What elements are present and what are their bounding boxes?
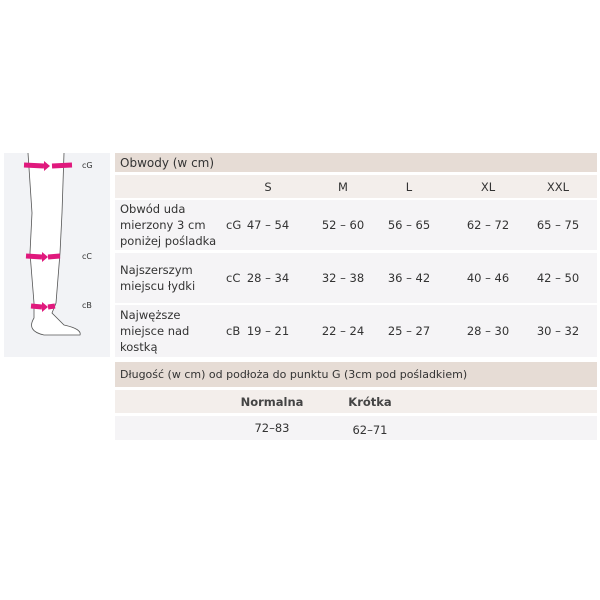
circumference-header: Obwody (w cm) [115, 153, 597, 172]
table-row: Obwód uda mierzony 3 cm poniżej pośladka… [115, 200, 597, 250]
size-m: M [338, 180, 348, 194]
length-value-row: 72–83 62–71 [115, 416, 597, 440]
leg-illustration [23, 152, 81, 336]
value-cell: 19 – 21 [246, 324, 290, 338]
size-xxl: XXL [546, 180, 570, 194]
value-cell: 28 – 30 [466, 324, 510, 338]
value-cell: 62–71 [352, 423, 388, 437]
label-cg: cG [82, 161, 93, 170]
label-cb: cB [82, 301, 92, 310]
value-cell: 22 – 24 [321, 324, 365, 338]
row-code: cG [226, 218, 242, 232]
row-code: cB [226, 324, 241, 338]
value-cell: 36 – 42 [387, 271, 431, 285]
length-column-row: Normalna Krótka [115, 390, 597, 413]
leg-measurement-figure: cG cC cB [4, 152, 110, 357]
value-cell: 56 – 65 [387, 218, 431, 232]
row-label: Najszerszym miejscu łydki [120, 263, 196, 293]
value-cell: 32 – 38 [321, 271, 365, 285]
value-cell: 28 – 34 [246, 271, 290, 285]
value-cell: 30 – 32 [536, 324, 580, 338]
length-header: Długość (w cm) od podłoża do punktu G (3… [115, 362, 597, 387]
value-cell: 65 – 75 [536, 218, 580, 232]
arrow-cg [23, 162, 45, 169]
length-title: Długość (w cm) od podłoża do punktu G (3… [120, 368, 468, 381]
value-cell: 62 – 72 [466, 218, 510, 232]
value-cell: 52 – 60 [321, 218, 365, 232]
table-row: Najszerszym miejscu łydki cC 28 – 34 32 … [115, 253, 597, 303]
value-cell: 25 – 27 [387, 324, 431, 338]
row-label: Obwód uda mierzony 3 cm poniżej pośladka [120, 202, 217, 248]
row-label: Najwęższe miejsce nad kostką [120, 308, 190, 354]
size-l: L [405, 180, 413, 194]
size-header-row: S M L XL XXL [115, 175, 597, 198]
column-krotka: Krótka [348, 395, 392, 409]
label-cc: cC [82, 252, 92, 261]
column-normalna: Normalna [240, 395, 304, 409]
value-cell: 72–83 [254, 421, 290, 435]
value-cell: 47 – 54 [246, 218, 290, 232]
row-code: cC [226, 271, 241, 285]
table-row: Najwęższe miejsce nad kostką cB 19 – 21 … [115, 305, 597, 357]
value-cell: 42 – 50 [536, 271, 580, 285]
value-cell: 40 – 46 [466, 271, 510, 285]
size-xl: XL [480, 180, 496, 194]
size-s: S [264, 180, 272, 194]
circumference-title: Obwody (w cm) [120, 155, 215, 170]
